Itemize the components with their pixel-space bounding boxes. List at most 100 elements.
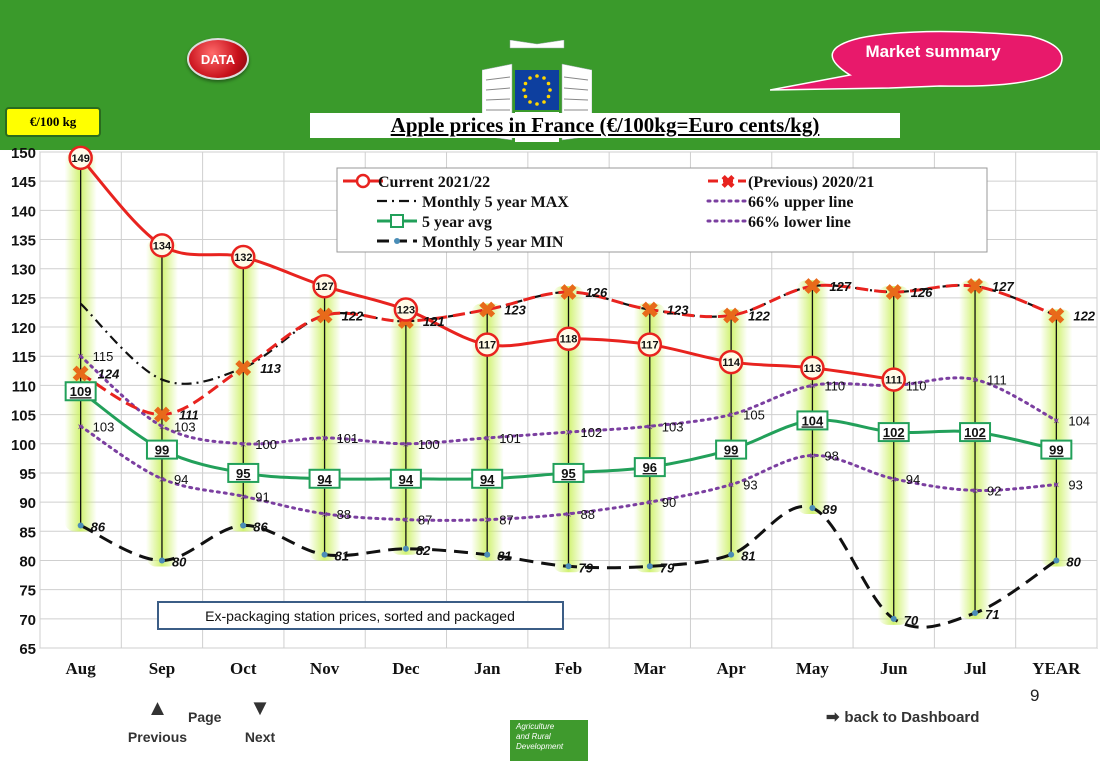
min-value-label: 79 [579,560,594,575]
min-marker [240,522,247,529]
min-marker [890,615,897,622]
upper66-marker: × [647,421,653,433]
y-tick-label: 70 [19,612,36,629]
lower66-value-label: 88 [581,507,595,522]
min-value-label: 86 [91,519,106,534]
x-tick-label: Nov [310,659,340,678]
x-tick-label: Dec [392,659,420,678]
unit-badge: €/100 kg [5,107,101,137]
y-tick-label: 105 [11,408,36,425]
previous-page-button[interactable]: ▲ Previous [120,697,195,749]
lower66-value-label: 98 [824,448,838,463]
upper66-marker: × [809,380,815,392]
legend-swatch [390,214,404,228]
min-value-label: 80 [172,554,187,569]
arrow-up-icon: ▲ [146,695,169,720]
avg-marker [1040,439,1073,460]
back-to-dashboard-link[interactable]: ➡ back to Dashboard [826,707,979,727]
x-tick-label: Oct [230,659,257,678]
data-button[interactable]: DATA [187,38,249,80]
current-value-label: 117 [641,340,659,352]
min-marker [158,557,165,564]
previous-marker: ✖ [966,274,984,299]
avg-value-label: 102 [883,425,905,440]
min-marker [972,609,979,616]
min-value-label: 81 [741,549,755,564]
avg-value-label: 99 [1049,443,1063,458]
y-tick-label: 75 [19,583,36,600]
lower66-value-label: 91 [255,489,269,504]
previous-value-label: 127 [829,279,851,294]
current-marker [881,367,906,392]
lower66-marker: × [240,491,246,503]
current-value-label: 111 [885,375,902,387]
lower66-marker: × [565,509,571,521]
agri-line-2: and Rural [516,732,551,741]
previous-value-label: 121 [423,314,445,329]
arrow-right-icon: ➡ [826,709,840,726]
y-tick-label: 135 [11,233,36,250]
y-tick-label: 130 [11,262,36,279]
avg-value-label: 104 [802,413,824,428]
previous-value-label: 113 [260,361,281,376]
market-summary-label[interactable]: Market summary [865,42,1001,61]
current-marker [231,244,256,270]
legend-swatch: ✖ [720,172,735,192]
current-value-label: 118 [560,334,578,346]
avg-marker [145,439,178,460]
min-value-label: 82 [416,543,431,558]
previous-value-label: 127 [992,279,1014,294]
min-value-label: 70 [904,613,919,628]
previous-value-label: 126 [586,285,608,300]
x-tick-label: Aug [66,659,97,678]
y-tick-label: 100 [11,437,36,454]
upper66-value-label: 110 [906,378,927,393]
upper66-marker: × [565,427,571,439]
avg-value-label: 102 [964,425,986,440]
legend: Current 2021/22 ✖ (Previous) 2020/21 Monthl… [336,167,988,253]
avg-value-label: 94 [480,472,495,487]
upper66-value-label: 103 [662,419,684,434]
previous-marker: ✖ [153,403,171,428]
avg-value-label: 109 [70,384,92,399]
min-value-label: 80 [1066,554,1081,569]
previous-marker: ✖ [234,356,252,381]
x-tick-label: YEAR [1032,659,1081,678]
current-marker [637,332,663,357]
upper66-marker: × [1053,415,1059,427]
lower66-marker: × [77,421,83,433]
next-page-button[interactable]: ▼ Next [235,697,285,749]
current-marker [474,332,500,357]
lower66-value-label: 93 [743,478,757,493]
x-tick-label: Apr [716,659,746,678]
upper66-value-label: 104 [1068,413,1090,428]
upper66-marker: × [484,433,490,445]
current-value-label: 113 [804,363,822,375]
page-label: Page [188,709,222,725]
agriculture-logo: Agriculture and Rural Development [510,720,588,761]
previous-value-label: 111 [179,408,199,423]
legend-entry-label: Current 2021/22 [378,174,490,191]
y-tick-label: 145 [11,174,36,191]
min-marker [402,545,409,552]
lower66-value-label: 92 [987,483,1001,498]
previous-value-label: 124 [98,367,120,382]
upper66-value-label: 102 [581,425,603,440]
y-tick-label: 90 [19,495,36,512]
avg-marker [715,439,748,460]
agri-line-3: Development [516,742,564,751]
avg-value-label: 94 [317,472,332,487]
min-value-label: 81 [497,549,511,564]
x-tick-label: Jun [880,659,908,678]
upper66-value-label: 105 [743,408,765,423]
lower66-marker: × [972,485,978,497]
y-tick-label: 110 [12,378,36,395]
y-tick-label: 115 [12,349,36,366]
legend-entry-label: (Previous) 2020/21 [748,174,874,191]
previous-marker: ✖ [641,298,659,323]
market-summary-bubble[interactable] [770,30,1070,100]
upper66-marker: × [77,351,83,363]
legend-swatch [394,238,400,244]
legend-entry-label: 66% upper line [748,194,854,211]
current-value-label: 114 [722,357,741,369]
